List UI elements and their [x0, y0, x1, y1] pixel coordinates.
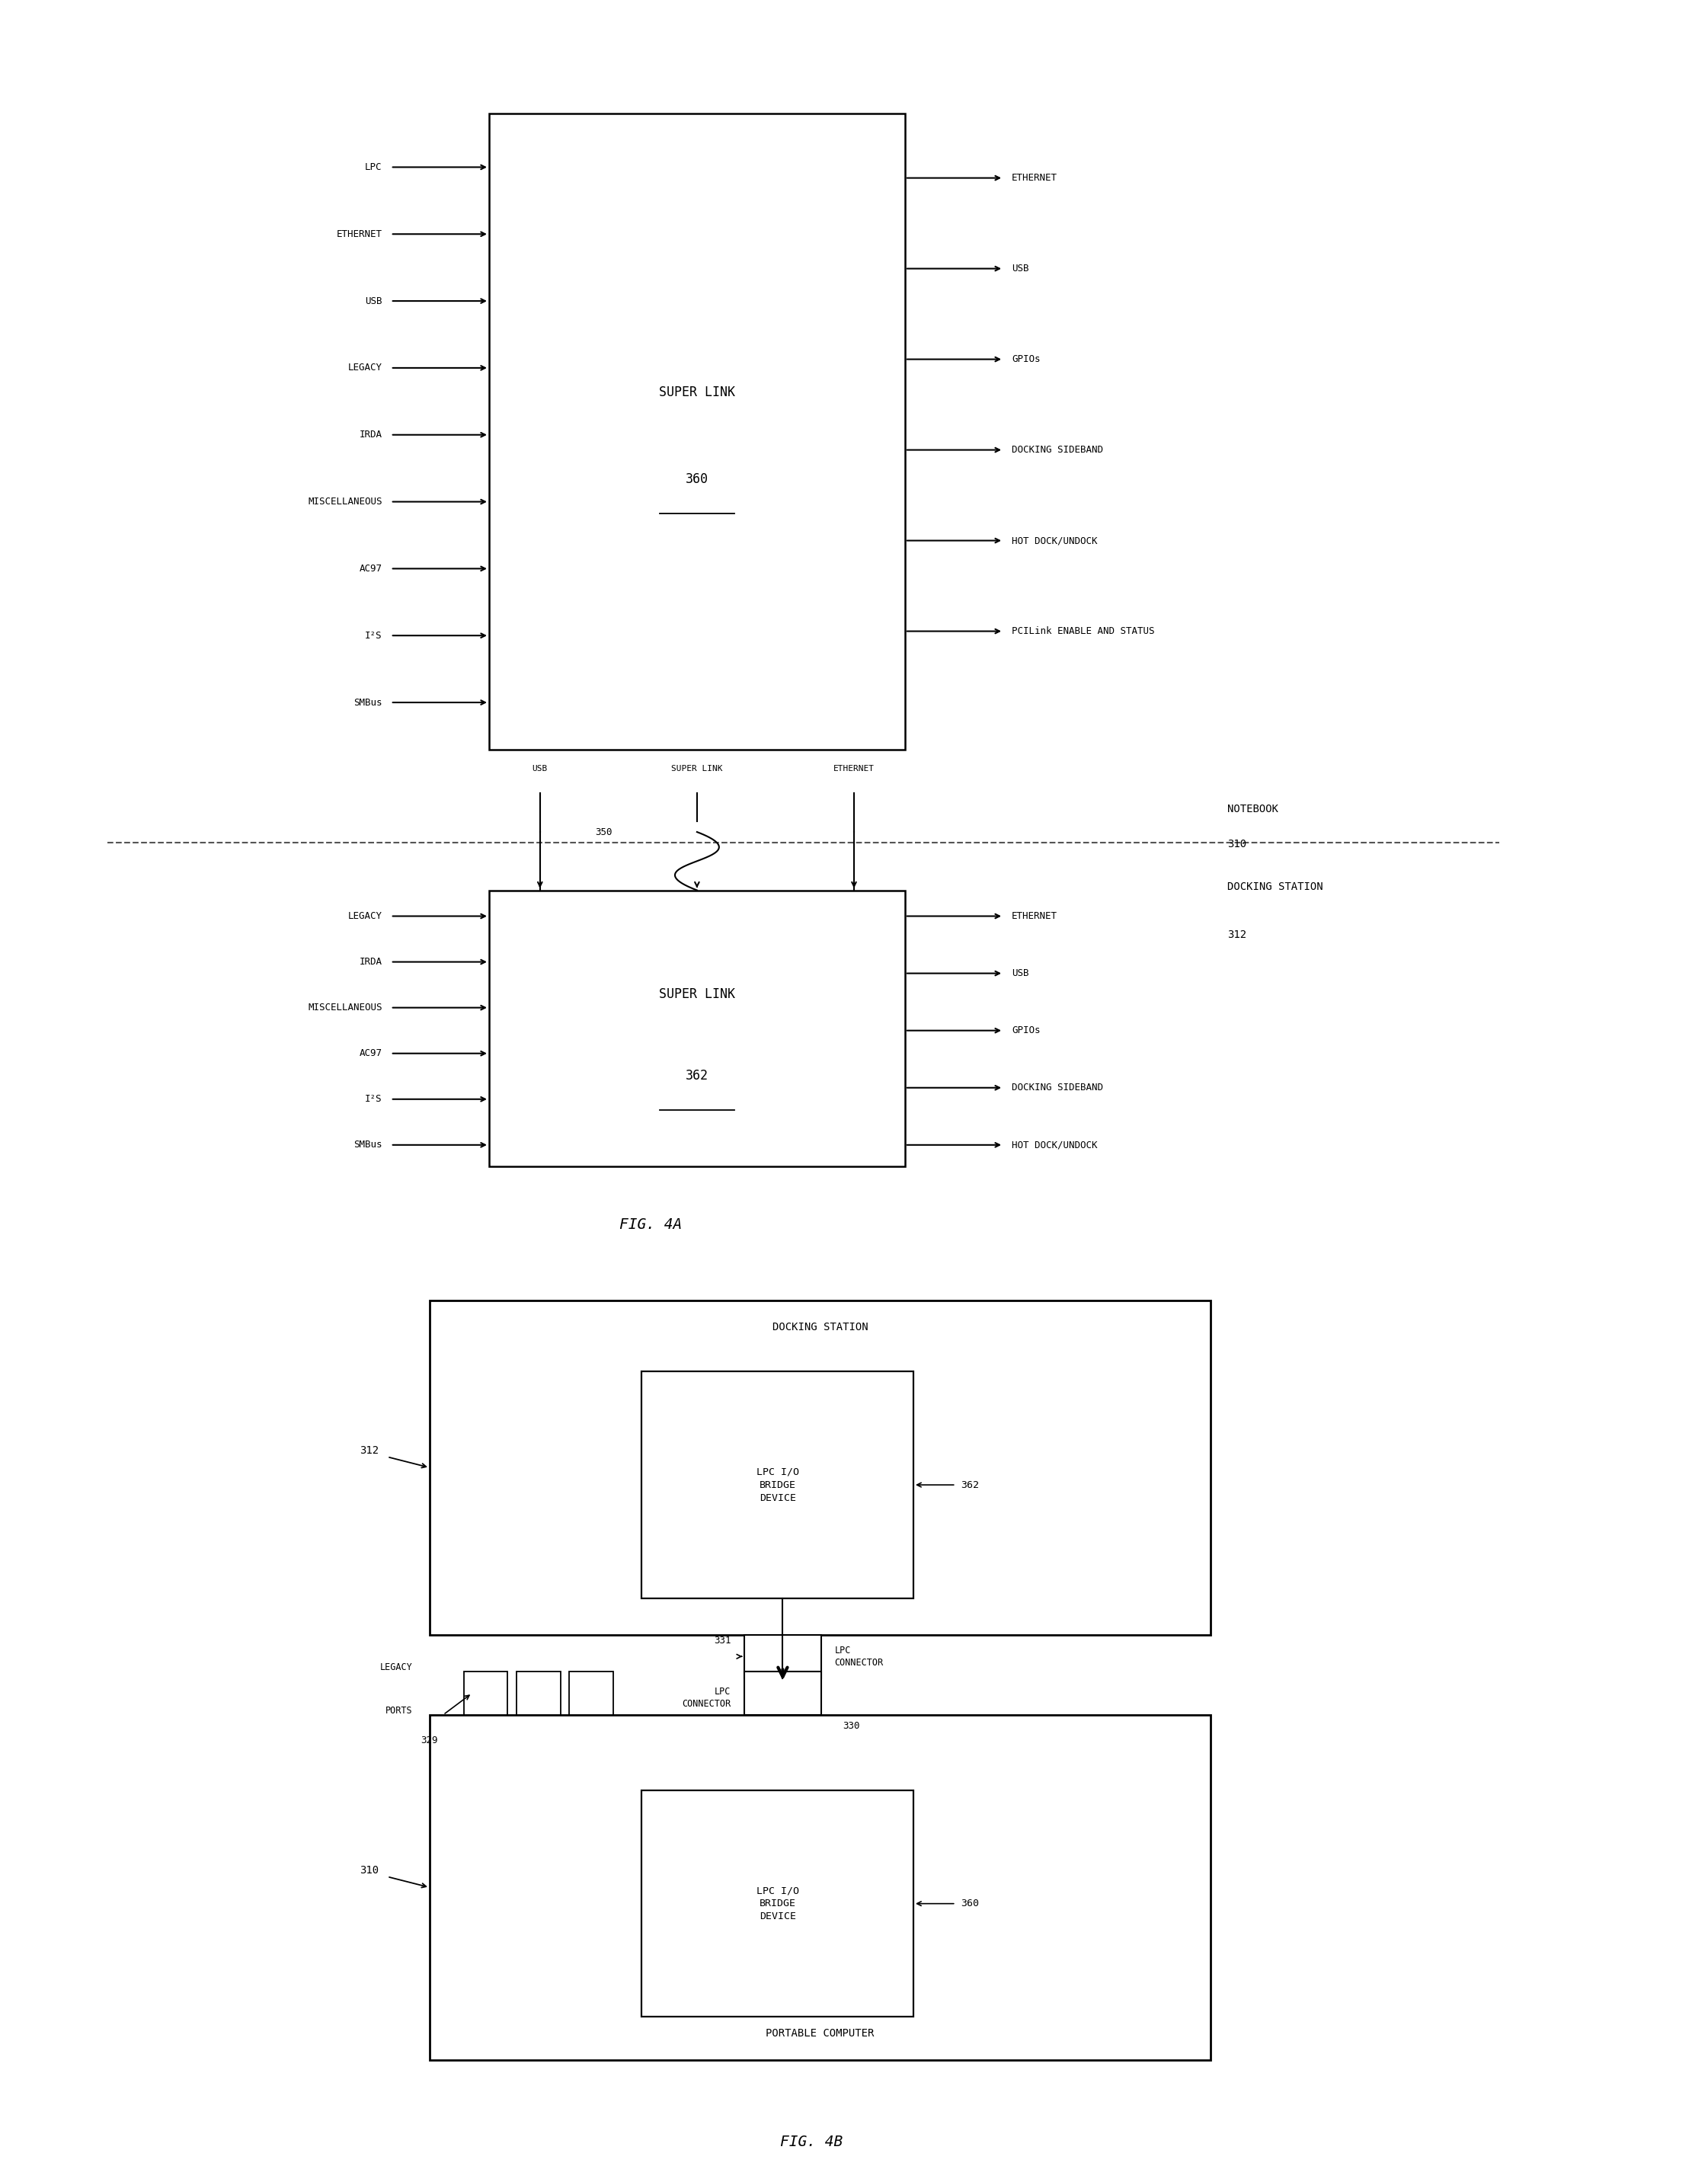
- Text: LEGACY: LEGACY: [348, 362, 383, 373]
- Text: 310: 310: [1228, 839, 1247, 848]
- Text: LPC
CONNECTOR: LPC CONNECTOR: [835, 1646, 883, 1668]
- Text: DOCKING SIDEBAND: DOCKING SIDEBAND: [1011, 1082, 1103, 1093]
- Text: 329: 329: [420, 1735, 439, 1746]
- Bar: [430, 1716, 1211, 2061]
- Text: LPC I/O
BRIDGE
DEVICE: LPC I/O BRIDGE DEVICE: [757, 1466, 799, 1503]
- Text: AC97: AC97: [359, 564, 383, 573]
- Text: PCILink ENABLE AND STATUS: PCILink ENABLE AND STATUS: [1011, 627, 1155, 636]
- Text: LPC I/O
BRIDGE
DEVICE: LPC I/O BRIDGE DEVICE: [757, 1885, 799, 1922]
- Text: ETHERNET: ETHERNET: [1011, 911, 1057, 922]
- Text: LPC
CONNECTOR: LPC CONNECTOR: [681, 1687, 731, 1709]
- Bar: [463, 1672, 507, 1716]
- Text: 350: 350: [594, 826, 611, 837]
- Text: DOCKING SIDEBAND: DOCKING SIDEBAND: [1011, 445, 1103, 455]
- Bar: [516, 1672, 560, 1716]
- Text: 310: 310: [360, 1865, 379, 1876]
- Text: USB: USB: [1011, 967, 1028, 978]
- Text: I²S: I²S: [366, 1093, 383, 1104]
- Bar: [488, 889, 905, 1167]
- Text: IRDA: IRDA: [359, 957, 383, 967]
- Bar: [430, 1301, 1211, 1635]
- Text: 312: 312: [1228, 928, 1247, 939]
- Text: DOCKING STATION: DOCKING STATION: [772, 1321, 868, 1332]
- Text: USB: USB: [533, 766, 548, 772]
- Text: ETHERNET: ETHERNET: [336, 230, 383, 239]
- Text: SMBus: SMBus: [354, 698, 383, 707]
- Text: SMBus: SMBus: [354, 1141, 383, 1150]
- Bar: [745, 1635, 822, 1679]
- Text: USB: USB: [1011, 265, 1028, 273]
- Text: SUPER LINK: SUPER LINK: [671, 766, 722, 772]
- Text: GPIOs: GPIOs: [1011, 1026, 1040, 1035]
- Text: FIG. 4B: FIG. 4B: [781, 2134, 842, 2149]
- Text: 330: 330: [844, 1722, 861, 1731]
- Text: ETHERNET: ETHERNET: [1011, 174, 1057, 182]
- Text: NOTEBOOK: NOTEBOOK: [1228, 805, 1279, 816]
- Text: PORTABLE COMPUTER: PORTABLE COMPUTER: [765, 2028, 874, 2039]
- Text: 312: 312: [360, 1445, 379, 1455]
- Text: HOT DOCK/UNDOCK: HOT DOCK/UNDOCK: [1011, 1141, 1098, 1150]
- Text: PORTS: PORTS: [386, 1705, 413, 1716]
- Text: SUPER LINK: SUPER LINK: [659, 386, 734, 399]
- Text: 360: 360: [685, 473, 709, 486]
- Text: DOCKING STATION: DOCKING STATION: [1228, 881, 1324, 891]
- Bar: [488, 113, 905, 750]
- Text: 331: 331: [714, 1635, 731, 1646]
- Bar: [642, 1789, 914, 2017]
- Text: HOT DOCK/UNDOCK: HOT DOCK/UNDOCK: [1011, 536, 1098, 547]
- Text: 362: 362: [962, 1479, 979, 1490]
- Text: I²S: I²S: [366, 631, 383, 640]
- Text: GPIOs: GPIOs: [1011, 354, 1040, 364]
- Bar: [642, 1371, 914, 1599]
- Text: LPC: LPC: [366, 163, 383, 171]
- Bar: [569, 1672, 613, 1716]
- Text: MISCELLANEOUS: MISCELLANEOUS: [307, 497, 383, 508]
- Text: LEGACY: LEGACY: [381, 1661, 413, 1672]
- Text: SUPER LINK: SUPER LINK: [659, 987, 734, 1000]
- Text: IRDA: IRDA: [359, 429, 383, 440]
- Text: 362: 362: [685, 1069, 709, 1082]
- Bar: [745, 1672, 822, 1716]
- Text: USB: USB: [366, 295, 383, 306]
- Text: MISCELLANEOUS: MISCELLANEOUS: [307, 1002, 383, 1013]
- Text: AC97: AC97: [359, 1048, 383, 1058]
- Text: FIG. 4A: FIG. 4A: [618, 1217, 681, 1232]
- Text: 360: 360: [962, 1898, 979, 1909]
- Text: LEGACY: LEGACY: [348, 911, 383, 922]
- Text: ETHERNET: ETHERNET: [834, 766, 874, 772]
